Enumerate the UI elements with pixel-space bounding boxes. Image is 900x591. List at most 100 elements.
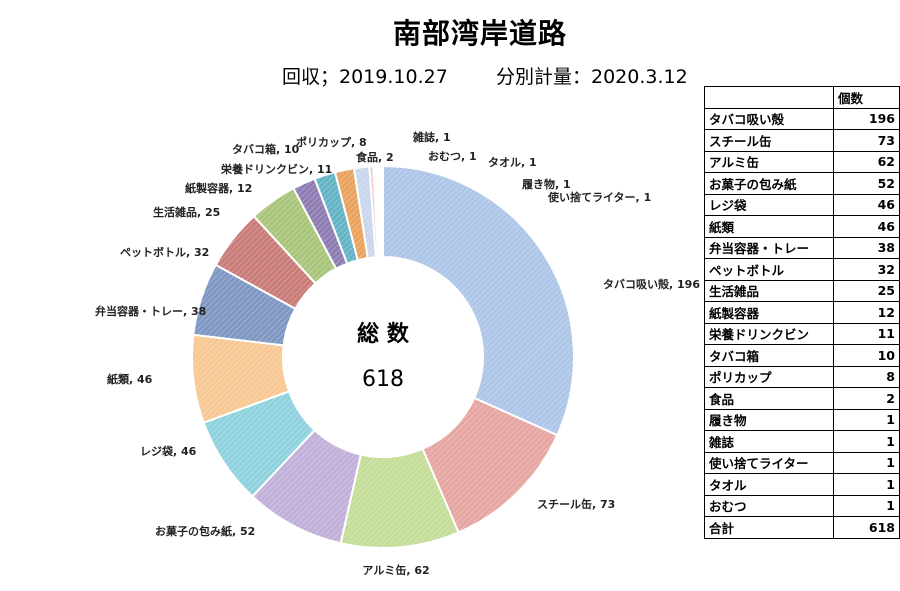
slice-texture-10 [314,172,358,264]
slice-label-18: おむつ, 1 [428,150,477,163]
slice-texture-5 [192,334,290,423]
slice-label-11: タバコ箱, 10 [232,142,300,156]
table-cell-count: 2 [833,387,900,410]
slice-label-3: お菓子の包み紙, 52 [155,524,255,538]
table-row: 雑誌 1 [704,430,900,453]
table-row: 履き物 1 [704,408,900,431]
slice-label-7: ペットボトル, 32 [120,245,209,259]
table-row: 紙類 46 [704,215,900,238]
table-row: お菓子の包み紙 52 [704,172,900,195]
table-cell-count: 25 [833,279,900,302]
table-cell-count: 8 [833,365,900,388]
slice-label-6: 弁当容器・トレー, 38 [95,304,206,318]
count-table: 個数 タバコ吸い殻 196 スチール缶 73 アルミ缶 62 お菓子の包み紙 52 レジ袋 46 紙… [704,86,900,539]
slice-label-10: 栄養ドリンクビン, 11 [220,162,332,176]
table-row: タバコ箱 10 [704,344,900,367]
table-cell-count: 1 [833,430,900,453]
table-cell-count: 11 [833,322,900,345]
slice-label-16: 使い捨てライター, 1 [547,190,651,204]
table-row: レジ袋 46 [704,193,900,216]
table-cell-count: 62 [833,150,900,173]
table-row: タオル 1 [704,473,900,496]
table-cell-count: 46 [833,215,900,238]
table-row: アルミ缶 62 [704,150,900,173]
table-cell-label: ペットボトル [704,258,834,281]
slice-label-15: 雑誌, 1 [412,130,451,144]
table-cell-count: 12 [833,301,900,324]
slice-label-9: 紙製容器, 12 [185,181,252,195]
slice-label-14: 履き物, 1 [522,177,571,191]
table-cell-label: 雑誌 [704,430,834,453]
slice-label-2: アルミ缶, 62 [362,563,429,577]
slice-label-12: ポリカップ, 8 [296,135,367,149]
slice-texture-6 [193,264,296,346]
table-cell-count: 38 [833,236,900,259]
table-cell-count: 73 [833,129,900,152]
table-cell-label: タバコ箱 [704,344,834,367]
slice-label-5: 紙類, 46 [107,372,153,386]
table-cell-label: 栄養ドリンクビン [704,322,834,345]
table-total-row: 合計 618 [704,516,900,539]
table-cell-label: レジ袋 [704,193,834,216]
table-cell-label: アルミ缶 [704,150,834,173]
table-cell-count: 1 [833,451,900,474]
center-label: 総 数 [357,321,410,347]
table-row: 食品 2 [704,387,900,410]
table-header-row: 個数 [704,86,900,109]
measurement-date: 分別計量：2020.3.12 [496,66,688,88]
table-row: ポリカップ 8 [704,365,900,388]
slice-texture-1 [422,397,558,533]
slice-texture-4 [203,391,315,497]
slice-texture-7 [215,216,316,309]
table-cell-label: 生活雑品 [704,279,834,302]
table-cell-count: 46 [833,193,900,216]
table-row: おむつ 1 [704,494,900,517]
slice-label-1: スチール缶, 73 [537,497,615,511]
table-cell-label: おむつ [704,494,834,517]
table-row: 栄養ドリンクビン 11 [704,322,900,345]
table-row: 弁当容器・トレー 38 [704,236,900,259]
table-header-value: 個数 [833,86,900,109]
slice-texture-0 [383,166,574,436]
slice-label-4: レジ袋, 46 [140,444,197,458]
table-cell-count: 196 [833,107,900,130]
total-label: 合計 [704,516,834,539]
table-cell-label: タバコ吸い殻 [704,107,834,130]
table-cell-count: 32 [833,258,900,281]
slice-texture-8 [253,188,337,284]
table-cell-count: 52 [833,172,900,195]
table-row: タバコ吸い殻 196 [704,107,900,130]
slice-texture-9 [293,178,348,269]
table-cell-label: 使い捨てライター [704,451,834,474]
slice-label-13: 食品, 2 [356,150,394,164]
table-cell-count: 1 [833,473,900,496]
slice-texture-3 [252,430,361,544]
table-cell-count: 1 [833,494,900,517]
table-cell-label: 履き物 [704,408,834,431]
table-cell-label: タオル [704,473,834,496]
table-cell-label: 紙類 [704,215,834,238]
table-cell-count: 10 [833,344,900,367]
slice-label-17: タオル, 1 [488,156,537,169]
slice-label-8: 生活雑品, 25 [153,205,220,219]
table-cell-label: スチール缶 [704,129,834,152]
collection-date: 回収；2019.10.27 [282,66,448,88]
table-row: ペットボトル 32 [704,258,900,281]
table-row: 生活雑品 25 [704,279,900,302]
center-total: 618 [362,367,404,392]
table-cell-label: 紙製容器 [704,301,834,324]
table-cell-label: 弁当容器・トレー [704,236,834,259]
donut-chart: タバコ吸い殻, 196 スチール缶, 73 アルミ缶, 62 お菓子の包み紙, 52 レ… [95,130,700,577]
table-header-label [704,86,834,109]
slice-texture-2 [340,448,459,548]
table-cell-label: お菓子の包み紙 [704,172,834,195]
table-cell-label: 食品 [704,387,834,410]
slice-label-0: タバコ吸い殻, 196 [603,277,700,291]
chart-title: 南部湾岸道路 [392,17,567,50]
table-cell-label: ポリカップ [704,365,834,388]
table-row: 使い捨てライター 1 [704,451,900,474]
table-row: 紙製容器 12 [704,301,900,324]
table-row: スチール缶 73 [704,129,900,152]
table-cell-count: 1 [833,408,900,431]
slice-texture-11 [334,168,368,261]
